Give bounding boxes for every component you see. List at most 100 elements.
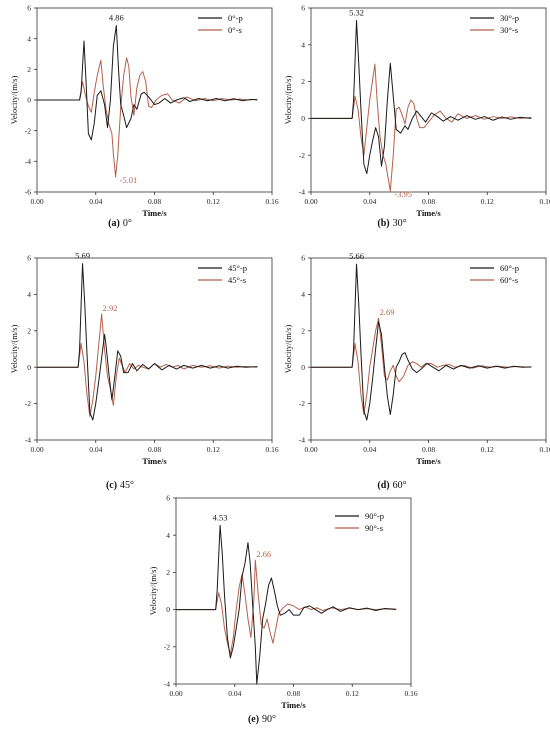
y-tick-label: 6 <box>166 494 170 503</box>
series-line-s <box>311 63 532 192</box>
panel-caption: (d) 60° <box>377 480 406 491</box>
y-tick-label: 0 <box>27 363 31 372</box>
x-tick-label: 0.16 <box>404 689 417 698</box>
y-axis-label: Velocity/(m/s) <box>283 76 293 125</box>
peak-annotation: 5.69 <box>75 251 90 261</box>
series-line-p <box>176 524 397 685</box>
series-line-p <box>37 24 258 141</box>
y-tick-label: 6 <box>301 4 305 13</box>
x-tick-label: 0.08 <box>148 445 161 454</box>
panel-b: 0.00 0.04 0.08 0.12 0.16 -4 -2 0 2 4 6 Time/s Veloci… <box>283 4 550 229</box>
x-axis-label: Time/s <box>416 208 441 218</box>
x-tick-label: 0.08 <box>148 197 161 206</box>
legend-label: 0°-p <box>228 13 243 23</box>
legend-label: 90°-p <box>365 511 384 521</box>
y-tick-label: 0 <box>166 605 170 614</box>
legend-label: 0°-s <box>228 25 242 35</box>
y-tick-label: -2 <box>299 399 305 408</box>
series-line-p <box>311 263 532 421</box>
peak-annotation: 4.53 <box>213 512 228 522</box>
panel-d: 0.00 0.04 0.08 0.12 0.16 -4 -2 0 2 4 6 Time/s Veloci… <box>283 251 550 491</box>
panel-caption-label: (d) <box>377 480 389 491</box>
x-tick-label: 0.08 <box>422 445 435 454</box>
panel-caption: (e) 90° <box>248 714 276 725</box>
y-tick-label: -4 <box>299 436 305 445</box>
y-tick-label: 2 <box>301 326 305 335</box>
peak-annotation: 5.32 <box>349 8 364 18</box>
legend-label: 60°-p <box>500 263 519 273</box>
x-axis-label: Time/s <box>142 456 167 466</box>
panel-caption-label: (b) <box>377 218 389 229</box>
panel-caption-label: (c) <box>106 480 117 491</box>
panel-caption: (c) 45° <box>106 480 134 491</box>
x-tick-label: 0.12 <box>481 197 494 206</box>
panel-caption: (b) 30° <box>377 218 406 229</box>
x-tick-label: 0.00 <box>304 445 317 454</box>
panel-a: 0.00 0.04 0.08 0.12 0.16 -6 -4 -2 0 2 4 6 Time/s Velo… <box>9 4 279 229</box>
plot-frame <box>36 257 273 441</box>
x-tick-label: 0.04 <box>89 445 102 454</box>
y-tick-label: 6 <box>27 4 31 13</box>
x-tick-label: 0.16 <box>539 445 550 454</box>
y-tick-label: 4 <box>27 290 31 299</box>
y-tick-label: -6 <box>25 188 31 197</box>
x-tick-label: 0.12 <box>207 197 220 206</box>
y-tick-label: 2 <box>301 77 305 86</box>
y-tick-label: -2 <box>299 151 305 160</box>
legend-label: 45°-p <box>228 263 247 273</box>
series-line-s <box>311 317 532 416</box>
x-tick-label: 0.12 <box>346 689 359 698</box>
peak-annotation: 4.86 <box>109 12 124 22</box>
legend-label: 45°-s <box>228 275 246 285</box>
y-tick-label: 0 <box>301 363 305 372</box>
panel-c: 0.00 0.04 0.08 0.12 0.16 -4 -2 0 2 4 6 Time/s Veloci… <box>9 251 279 491</box>
x-tick-label: 0.04 <box>363 445 376 454</box>
y-tick-label: 2 <box>27 65 31 74</box>
y-tick-label: 4 <box>27 34 31 43</box>
peak-annotation: 5.66 <box>349 251 364 261</box>
panel-caption-angle: 60° <box>393 480 407 491</box>
x-tick-label: 0.00 <box>30 445 43 454</box>
x-axis-label: Time/s <box>281 700 306 710</box>
y-tick-label: -4 <box>299 188 305 197</box>
y-axis-label: Velocity/(m/s) <box>9 76 19 125</box>
x-tick-label: 0.08 <box>422 197 435 206</box>
y-tick-label: -2 <box>164 642 170 651</box>
panel-caption-angle: 90° <box>262 714 276 725</box>
x-tick-label: 0.16 <box>539 197 550 206</box>
peak-annotation: 2.66 <box>256 549 271 559</box>
y-tick-label: 2 <box>27 326 31 335</box>
y-tick-label: 4 <box>166 531 170 540</box>
y-tick-label: -2 <box>25 126 31 135</box>
legend-label: 30°-p <box>500 13 519 23</box>
plot-frame <box>310 257 547 441</box>
panel-e: 0.00 0.04 0.08 0.12 0.16 -4 -2 0 2 4 6 Time/s Veloci… <box>148 494 418 725</box>
panel-caption: (a) 0° <box>108 218 132 229</box>
panel-caption-angle: 0° <box>123 218 132 229</box>
y-tick-label: -4 <box>25 436 31 445</box>
peak-annotation: -5.01 <box>120 175 138 185</box>
y-axis-label: Velocity/(m/s) <box>9 325 19 374</box>
x-tick-label: 0.04 <box>228 689 241 698</box>
series-line-s <box>176 559 397 655</box>
x-tick-label: 0.08 <box>287 689 300 698</box>
y-tick-label: 2 <box>166 568 170 577</box>
y-tick-label: 6 <box>27 254 31 263</box>
y-tick-label: 0 <box>27 96 31 105</box>
x-tick-label: 0.04 <box>89 197 102 206</box>
peak-annotation: 2.92 <box>103 303 118 313</box>
y-tick-label: 6 <box>301 254 305 263</box>
x-tick-label: 0.04 <box>363 197 376 206</box>
y-tick-label: -2 <box>25 399 31 408</box>
panel-caption-angle: 45° <box>120 480 134 491</box>
legend-label: 90°-s <box>365 523 383 533</box>
panel-caption-label: (a) <box>108 218 120 229</box>
x-axis-label: Time/s <box>416 456 441 466</box>
x-tick-label: 0.16 <box>265 197 278 206</box>
y-tick-label: 4 <box>301 40 305 49</box>
x-tick-label: 0.00 <box>30 197 43 206</box>
y-tick-label: -4 <box>164 680 170 689</box>
legend-label: 30°-s <box>500 25 518 35</box>
x-tick-label: 0.00 <box>169 689 182 698</box>
